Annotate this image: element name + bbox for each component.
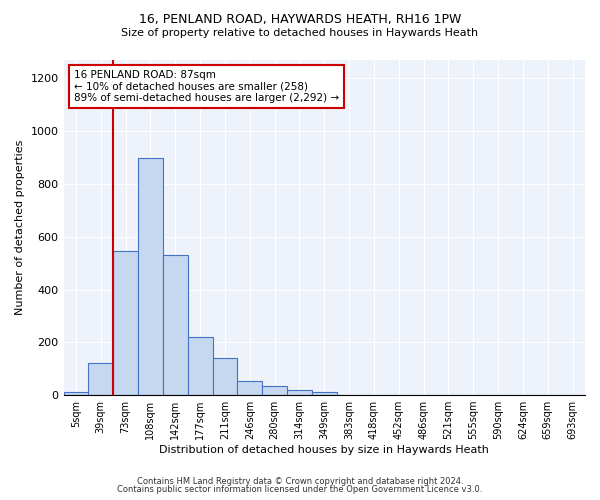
Bar xyxy=(188,337,212,395)
Text: Contains HM Land Registry data © Crown copyright and database right 2024.: Contains HM Land Registry data © Crown c… xyxy=(137,477,463,486)
Bar xyxy=(212,358,238,395)
Bar xyxy=(113,252,138,395)
Y-axis label: Number of detached properties: Number of detached properties xyxy=(15,140,25,315)
Bar xyxy=(238,380,262,395)
Bar xyxy=(312,392,337,395)
Text: Size of property relative to detached houses in Haywards Heath: Size of property relative to detached ho… xyxy=(121,28,479,38)
Bar xyxy=(138,158,163,395)
Bar xyxy=(88,364,113,395)
Bar xyxy=(64,392,88,395)
Bar xyxy=(262,386,287,395)
X-axis label: Distribution of detached houses by size in Haywards Heath: Distribution of detached houses by size … xyxy=(160,445,489,455)
Bar xyxy=(163,255,188,395)
Text: Contains public sector information licensed under the Open Government Licence v3: Contains public sector information licen… xyxy=(118,485,482,494)
Text: 16 PENLAND ROAD: 87sqm
← 10% of detached houses are smaller (258)
89% of semi-de: 16 PENLAND ROAD: 87sqm ← 10% of detached… xyxy=(74,70,339,103)
Text: 16, PENLAND ROAD, HAYWARDS HEATH, RH16 1PW: 16, PENLAND ROAD, HAYWARDS HEATH, RH16 1… xyxy=(139,12,461,26)
Bar xyxy=(287,390,312,395)
